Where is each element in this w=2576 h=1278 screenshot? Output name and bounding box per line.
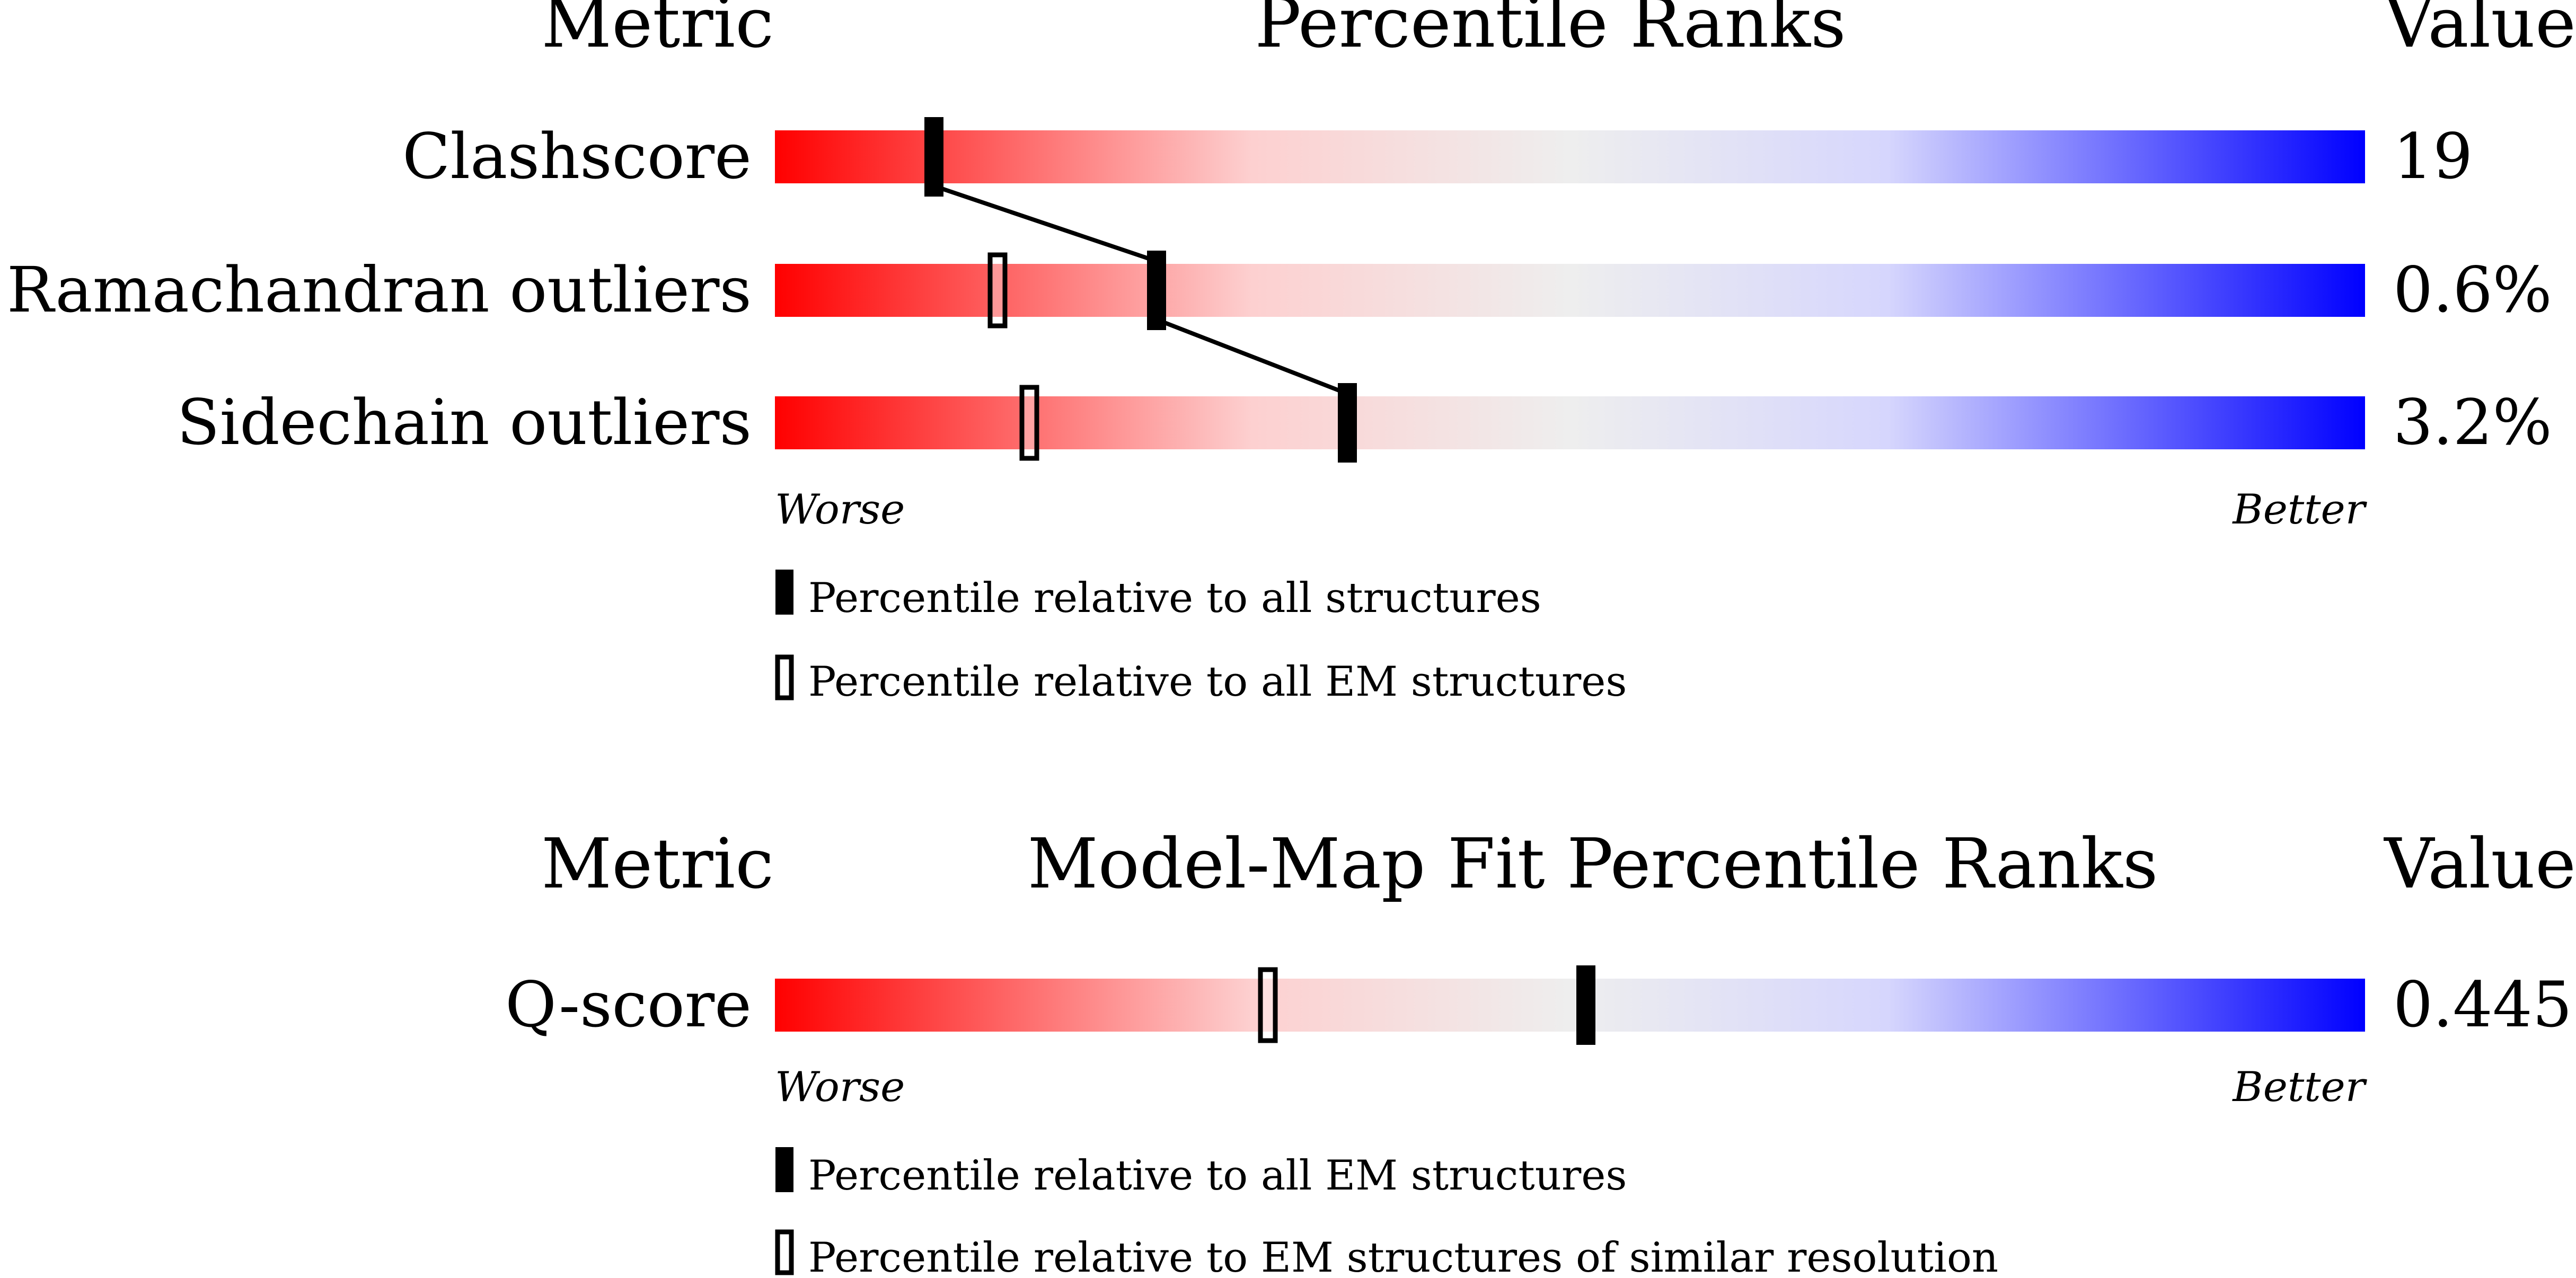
connector-lines	[933, 184, 1348, 396]
metric-rows: Clashscore 19 Ramachandran outliers 0.6% Sid…	[7, 117, 2552, 463]
panel-model-map-fit: Metric Model-Map Fit Percentile Ranks Va…	[505, 823, 2576, 1278]
metric-value: 0.445	[2393, 968, 2572, 1041]
metric-label: Sidechain outliers	[177, 386, 752, 459]
metric-value: 3.2%	[2393, 386, 2552, 459]
percentile-bar	[775, 130, 2365, 183]
percentile-marker-open	[1258, 967, 1278, 1043]
better-label: Better	[2231, 486, 2367, 534]
panel-percentile-ranks: Metric Percentile Ranks Value Clashscore…	[7, 0, 2576, 706]
worse-label: Worse	[775, 1063, 905, 1111]
metric-label: Q-score	[505, 968, 752, 1041]
metric-value: 19	[2393, 120, 2473, 193]
value-header: Value	[2383, 0, 2576, 63]
legend-filled-marker	[775, 1147, 793, 1192]
legend-open-label: Percentile relative to all EM structures	[808, 658, 1627, 706]
panel-title: Percentile Ranks	[1255, 0, 1846, 63]
metric-header: Metric	[541, 823, 774, 904]
panel-title: Model-Map Fit Percentile Ranks	[1028, 823, 2158, 904]
percentile-marker-filled	[1576, 965, 1595, 1045]
better-label: Better	[2231, 1063, 2367, 1111]
percentile-marker-open	[987, 252, 1008, 329]
percentile-marker-filled	[924, 117, 943, 197]
metric-label: Ramachandran outliers	[7, 253, 752, 326]
legend-filled-marker	[775, 570, 793, 615]
legend-open-marker	[775, 654, 794, 700]
legend-open-marker	[775, 1229, 794, 1275]
worse-label: Worse	[775, 486, 905, 534]
marker-connector-line	[1155, 317, 1348, 396]
legend-filled-label: Percentile relative to all structures	[808, 574, 1541, 622]
percentile-marker-filled	[1338, 383, 1357, 463]
legend-open-label: Percentile relative to EM structures of …	[808, 1234, 1998, 1278]
percentile-bar	[775, 979, 2365, 1032]
percentile-marker-filled	[1147, 251, 1166, 330]
percentile-bar	[775, 396, 2365, 449]
legend-filled-label: Percentile relative to all EM structures	[808, 1152, 1627, 1200]
percentile-bar	[775, 264, 2365, 317]
marker-connector-line	[933, 184, 1158, 263]
value-header: Value	[2383, 823, 2576, 904]
metric-header: Metric	[541, 0, 774, 63]
metric-label: Clashscore	[402, 120, 752, 193]
percentile-marker-open	[1019, 385, 1039, 461]
metric-value: 0.6%	[2393, 253, 2552, 326]
metric-rows: Q-score 0.445	[505, 965, 2572, 1045]
